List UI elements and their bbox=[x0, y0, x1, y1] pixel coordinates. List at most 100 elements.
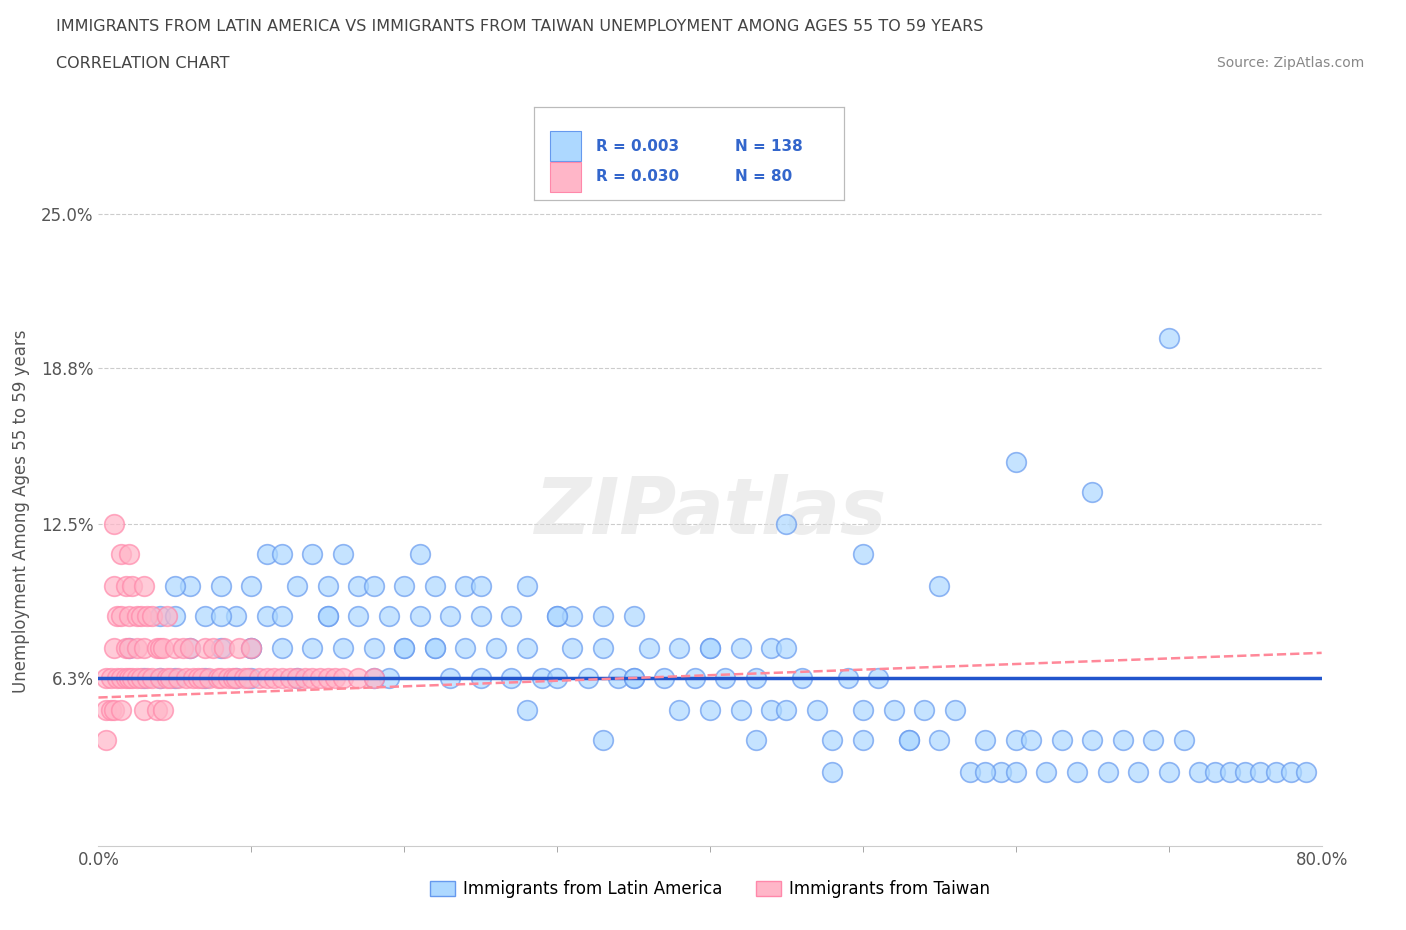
Point bbox=[592, 732, 614, 747]
Point bbox=[1066, 764, 1088, 779]
Point bbox=[149, 608, 172, 623]
Point bbox=[561, 641, 583, 656]
Point bbox=[94, 702, 117, 717]
Point bbox=[1157, 330, 1180, 345]
Point bbox=[928, 578, 950, 593]
Point bbox=[212, 641, 235, 656]
Point bbox=[1188, 764, 1211, 779]
Point bbox=[110, 608, 132, 623]
Point bbox=[163, 671, 186, 685]
Point bbox=[134, 671, 156, 685]
Point bbox=[516, 641, 538, 656]
Point bbox=[592, 641, 614, 656]
Point bbox=[125, 671, 148, 685]
Point bbox=[159, 671, 181, 685]
Point bbox=[110, 702, 132, 717]
Point bbox=[225, 671, 247, 685]
Point bbox=[118, 641, 141, 656]
Point bbox=[683, 671, 706, 685]
Point bbox=[1219, 764, 1241, 779]
Point bbox=[232, 671, 254, 685]
Point bbox=[163, 641, 186, 656]
Point bbox=[439, 671, 461, 685]
Point bbox=[363, 671, 385, 685]
Point bbox=[392, 578, 416, 593]
Point bbox=[115, 578, 138, 593]
Point bbox=[745, 732, 768, 747]
Point bbox=[592, 608, 614, 623]
Point bbox=[759, 702, 782, 717]
Point bbox=[363, 641, 385, 656]
Point bbox=[256, 671, 278, 685]
Point bbox=[974, 732, 997, 747]
Point bbox=[209, 641, 232, 656]
Point bbox=[110, 546, 132, 561]
Point bbox=[1004, 764, 1026, 779]
Point bbox=[141, 671, 163, 685]
Point bbox=[103, 702, 125, 717]
Point bbox=[959, 764, 981, 779]
Point bbox=[94, 671, 117, 685]
Legend: Immigrants from Latin America, Immigrants from Taiwan: Immigrants from Latin America, Immigrant… bbox=[423, 873, 997, 905]
Point bbox=[316, 608, 339, 623]
Point bbox=[240, 641, 263, 656]
Point bbox=[270, 608, 292, 623]
Point bbox=[470, 578, 492, 593]
Point bbox=[806, 702, 828, 717]
Point bbox=[149, 641, 172, 656]
Point bbox=[129, 671, 152, 685]
Point bbox=[1081, 732, 1104, 747]
Point bbox=[392, 641, 416, 656]
Point bbox=[470, 671, 492, 685]
Point bbox=[105, 671, 128, 685]
Point bbox=[623, 671, 645, 685]
Point bbox=[546, 608, 568, 623]
Point bbox=[1019, 732, 1042, 747]
Point bbox=[423, 641, 446, 656]
Point bbox=[134, 578, 156, 593]
Point bbox=[225, 671, 247, 685]
Text: CORRELATION CHART: CORRELATION CHART bbox=[56, 56, 229, 71]
Point bbox=[152, 641, 174, 656]
Point bbox=[1050, 732, 1073, 747]
Point bbox=[256, 546, 278, 561]
Point bbox=[1112, 732, 1135, 747]
Point bbox=[301, 641, 323, 656]
Point bbox=[163, 578, 186, 593]
Point bbox=[790, 671, 813, 685]
Point bbox=[714, 671, 737, 685]
Point bbox=[668, 702, 690, 717]
Text: ZIPatlas: ZIPatlas bbox=[534, 473, 886, 550]
Point bbox=[240, 671, 263, 685]
Point bbox=[187, 671, 209, 685]
Point bbox=[821, 732, 844, 747]
Point bbox=[485, 641, 508, 656]
Point bbox=[149, 671, 172, 685]
Point bbox=[167, 671, 190, 685]
Point bbox=[118, 546, 141, 561]
Point bbox=[730, 641, 752, 656]
Point bbox=[240, 641, 263, 656]
Point bbox=[392, 641, 416, 656]
Text: R = 0.030: R = 0.030 bbox=[596, 169, 679, 184]
Point bbox=[423, 578, 446, 593]
Point bbox=[852, 732, 875, 747]
Point bbox=[316, 578, 339, 593]
Point bbox=[837, 671, 859, 685]
Point bbox=[105, 608, 128, 623]
Point bbox=[454, 578, 477, 593]
Point bbox=[256, 608, 278, 623]
Point bbox=[125, 608, 148, 623]
Point bbox=[207, 671, 229, 685]
Point bbox=[156, 671, 179, 685]
Point bbox=[202, 641, 225, 656]
Y-axis label: Unemployment Among Ages 55 to 59 years: Unemployment Among Ages 55 to 59 years bbox=[11, 330, 30, 693]
Point bbox=[134, 641, 156, 656]
Point bbox=[363, 578, 385, 593]
Point bbox=[576, 671, 599, 685]
Point bbox=[121, 671, 143, 685]
FancyBboxPatch shape bbox=[550, 162, 581, 192]
Point bbox=[263, 671, 285, 685]
Point bbox=[912, 702, 935, 717]
Point bbox=[607, 671, 630, 685]
